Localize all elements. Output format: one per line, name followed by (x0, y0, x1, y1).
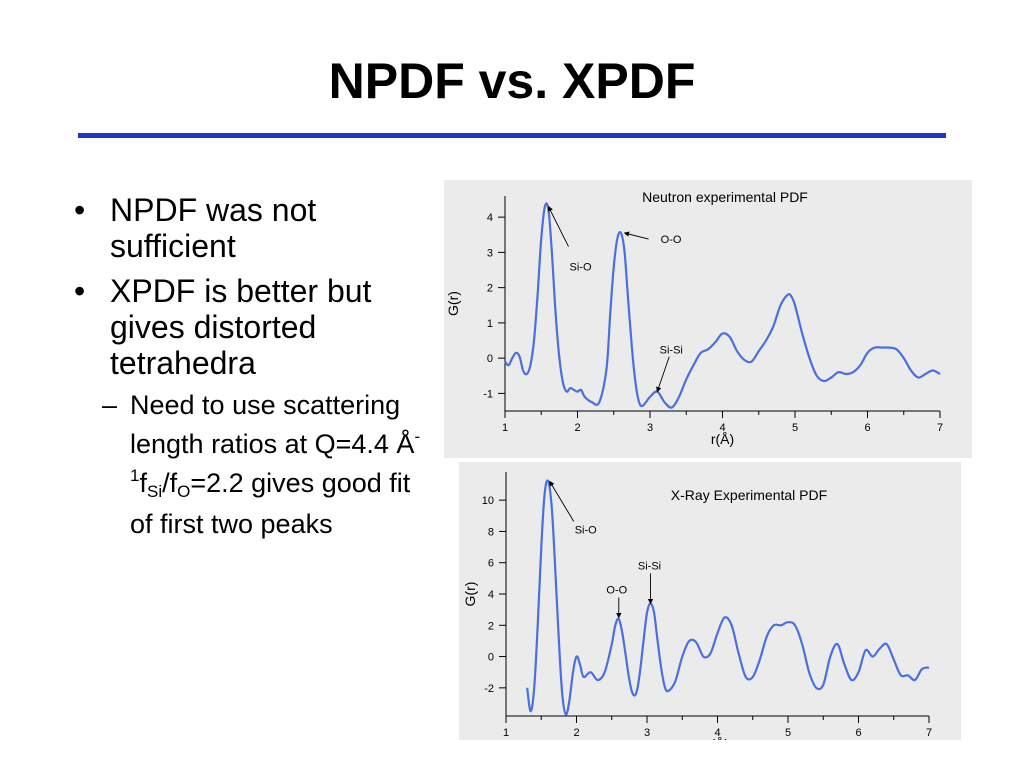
x-tick-label: 3 (647, 422, 653, 434)
x-tick-label: 6 (855, 727, 861, 739)
sub-bullet-text-1: Need to use scattering length ratios at … (130, 390, 415, 459)
y-tick-label: 2 (488, 620, 494, 632)
x-axis-label: r(Å) (706, 736, 729, 740)
y-tick-label: 3 (487, 247, 493, 259)
sub-bullet-item: Need to use scattering length ratios at … (100, 389, 432, 540)
annotation-label: Si-O (570, 262, 592, 274)
y-tick-label: 1 (487, 318, 493, 330)
subscript-si: Si (146, 482, 163, 501)
title-divider (78, 133, 946, 138)
y-tick-label: 8 (488, 526, 494, 538)
x-tick-label: 6 (864, 422, 870, 434)
annotation-arrow (656, 356, 670, 393)
x-tick-label: 3 (644, 727, 650, 739)
y-axis-label: G(r) (462, 582, 478, 607)
bullet-text: XPDF is better but gives distorted tetra… (110, 273, 372, 381)
bullet-item: XPDF is better but gives distorted tetra… (72, 273, 432, 540)
y-tick-label: -1 (483, 388, 493, 400)
x-tick-label: 1 (502, 422, 508, 434)
x-axis-label: r(Å) (711, 431, 734, 447)
f-symbol: f (139, 468, 147, 498)
y-tick-label: 2 (487, 283, 493, 295)
bullet-item: NPDF was not sufficient (72, 192, 432, 264)
chart-title: X-Ray Experimental PDF (671, 487, 827, 503)
annotation-arrow (623, 231, 649, 240)
superscript-one: 1 (130, 466, 140, 485)
sub-bullet-list: Need to use scattering length ratios at … (102, 389, 432, 540)
y-axis-label: G(r) (445, 291, 461, 316)
x-tick-label: 7 (937, 422, 943, 434)
x-tick-label: 5 (792, 422, 798, 434)
annotation-label: Si-Si (660, 345, 683, 357)
y-tick-label: -2 (484, 683, 494, 695)
annotation-label: O-O (606, 584, 627, 596)
superscript-minus: - (414, 427, 421, 446)
y-tick-label: 10 (482, 495, 494, 507)
annotation-arrow (549, 480, 575, 522)
bullet-list: NPDF was not sufficient XPDF is better b… (72, 192, 432, 549)
slide-title: NPDF vs. XPDF (328, 53, 696, 109)
x-tick-label: 2 (573, 727, 579, 739)
annotation-arrow (548, 205, 569, 247)
subscript-o: O (177, 482, 191, 501)
y-tick-label: 6 (488, 558, 494, 570)
pdf-series-line (504, 202, 941, 409)
x-tick-label: 2 (574, 422, 580, 434)
y-tick-label: 4 (487, 212, 493, 224)
y-tick-label: 4 (488, 589, 494, 601)
neutron-pdf-chart: -1 0 1 2 3 4 1 2 3 4 5 6 7 Neutron experimental PDF r(… (445, 189, 943, 447)
pdf-series-line (526, 479, 930, 716)
x-tick-label: 7 (926, 727, 932, 739)
chart-title: Neutron experimental PDF (642, 189, 808, 205)
slash-f-symbol: /f (162, 468, 178, 498)
y-tick-label: 0 (487, 353, 493, 365)
y-tick-label: 0 (488, 652, 494, 664)
sub-bullet-text-2: =2.2 gives good fit of first two peaks (130, 468, 411, 539)
annotation-label: Si-O (575, 524, 597, 536)
x-tick-label: 5 (785, 727, 791, 739)
x-tick-label: 4 (714, 727, 720, 739)
x-tick-label: 4 (719, 422, 725, 434)
x-tick-label: 1 (503, 727, 509, 739)
annotation-label: O-O (661, 234, 682, 246)
annotation-label: Si-Si (638, 560, 661, 572)
neutron-pdf-chart-panel: -1 0 1 2 3 4 1 2 3 4 5 6 7 Neutron experimental PDF r(… (444, 180, 972, 458)
